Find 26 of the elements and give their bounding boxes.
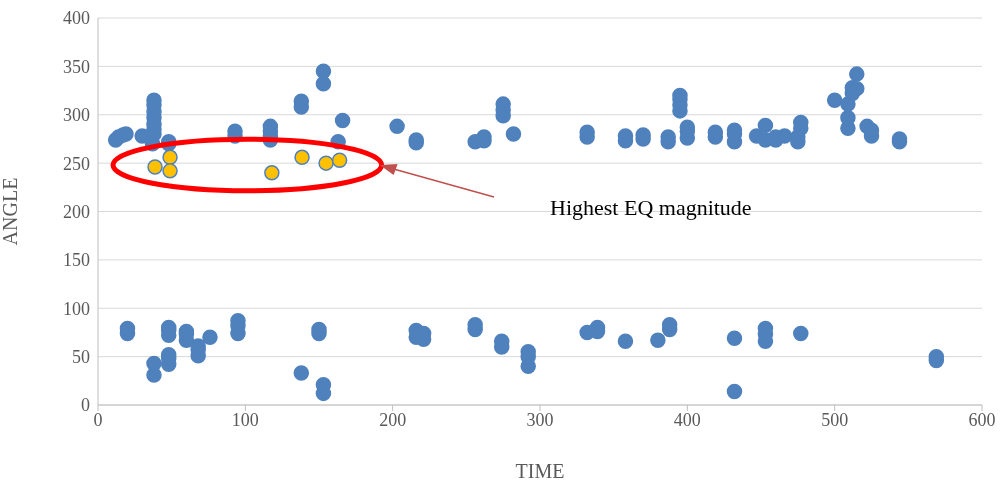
x-axis-title: TIME <box>515 460 565 482</box>
y-tick-label: 350 <box>63 56 90 77</box>
y-tick-label: 150 <box>63 250 90 271</box>
point <box>331 152 348 168</box>
x-tick-label: 300 <box>526 409 554 430</box>
point <box>318 155 334 171</box>
annotation: Highest EQ magnitude <box>550 195 752 220</box>
y-tick-label: 400 <box>63 8 90 29</box>
y-tick-label: 50 <box>72 347 90 368</box>
y-axis-title: ANGLE <box>0 177 22 246</box>
point <box>162 163 178 179</box>
y-tick-label: 250 <box>63 153 90 174</box>
point <box>264 165 280 181</box>
point <box>294 149 310 166</box>
x-tick-label: 100 <box>231 409 259 430</box>
y-tick-label: 0 <box>81 395 90 416</box>
point <box>147 159 163 175</box>
x-tick-label: 400 <box>673 409 701 430</box>
point <box>162 149 178 166</box>
y-tick-label: 100 <box>63 298 90 319</box>
x-tick-label: 600 <box>968 409 996 430</box>
x-tick-label: 500 <box>821 409 849 430</box>
x-tick-label: 200 <box>379 409 407 430</box>
x-tick-label: 0 <box>93 409 103 430</box>
y-tick-label: 200 <box>63 201 90 222</box>
y-tick-label: 300 <box>63 105 90 126</box>
